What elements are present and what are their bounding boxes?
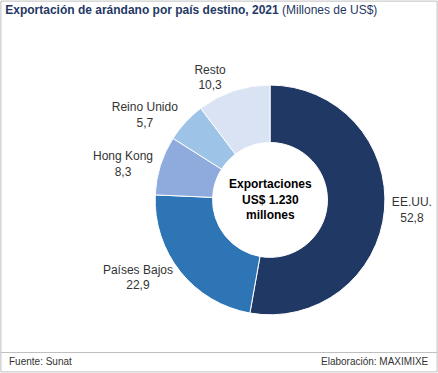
svg-text:EE.UU.52,8: EE.UU.52,8 [392, 195, 432, 225]
svg-text:Hong Kong8,3: Hong Kong8,3 [93, 149, 153, 179]
svg-text:ExportacionesUS$ 1.230millones: ExportacionesUS$ 1.230millones [229, 177, 312, 222]
svg-text:Reino Unido5,7: Reino Unido5,7 [112, 100, 178, 130]
svg-text:Elaboración: MAXIMIXE: Elaboración: MAXIMIXE [321, 356, 429, 367]
svg-text:Países Bajos22,9: Países Bajos22,9 [103, 263, 173, 293]
svg-text:Exportación de arándano por pa: Exportación de arándano por país destino… [5, 3, 377, 17]
svg-text:Resto10,3: Resto10,3 [194, 63, 226, 93]
svg-text:Fuente: Sunat: Fuente: Sunat [9, 356, 72, 367]
